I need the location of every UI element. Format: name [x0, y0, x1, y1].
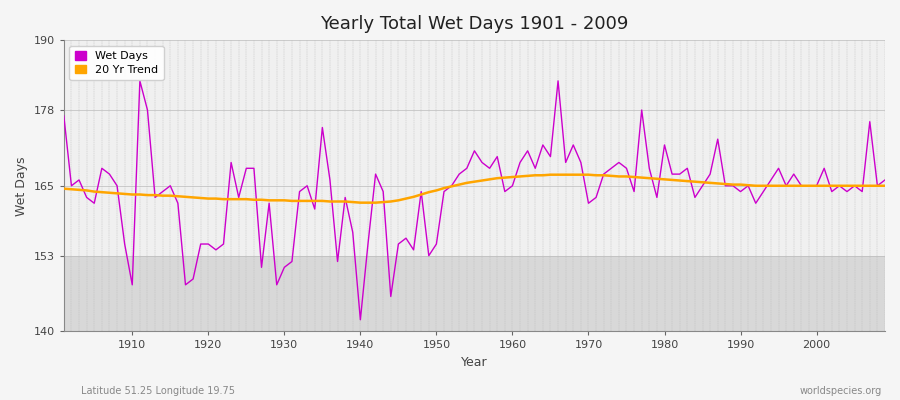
- X-axis label: Year: Year: [461, 356, 488, 369]
- Text: worldspecies.org: worldspecies.org: [800, 386, 882, 396]
- Wet Days: [355, 317, 365, 322]
- Wet Days: [515, 160, 526, 165]
- Y-axis label: Wet Days: Wet Days: [15, 156, 28, 216]
- Title: Yearly Total Wet Days 1901 - 2009: Yearly Total Wet Days 1901 - 2009: [320, 15, 628, 33]
- 20 Yr Trend: [286, 198, 297, 203]
- Bar: [64, 256, 885, 332]
- Wet Days: [614, 160, 625, 165]
- 20 Yr Trend: [120, 192, 130, 196]
- Legend: Wet Days, 20 Yr Trend: Wet Days, 20 Yr Trend: [69, 46, 164, 80]
- Wet Days: [134, 78, 145, 83]
- 20 Yr Trend: [355, 200, 365, 205]
- Wet Days: [294, 189, 305, 194]
- 20 Yr Trend: [332, 199, 343, 204]
- Wet Days: [340, 195, 351, 200]
- 20 Yr Trend: [545, 172, 556, 177]
- Wet Days: [120, 242, 130, 246]
- Line: Wet Days: Wet Days: [64, 81, 885, 320]
- 20 Yr Trend: [58, 186, 69, 191]
- 20 Yr Trend: [507, 175, 517, 180]
- Wet Days: [58, 114, 69, 118]
- 20 Yr Trend: [879, 183, 890, 188]
- 20 Yr Trend: [614, 174, 625, 179]
- Text: Latitude 51.25 Longitude 19.75: Latitude 51.25 Longitude 19.75: [81, 386, 235, 396]
- 20 Yr Trend: [515, 174, 526, 179]
- Line: 20 Yr Trend: 20 Yr Trend: [64, 175, 885, 203]
- Wet Days: [879, 178, 890, 182]
- Wet Days: [522, 148, 533, 153]
